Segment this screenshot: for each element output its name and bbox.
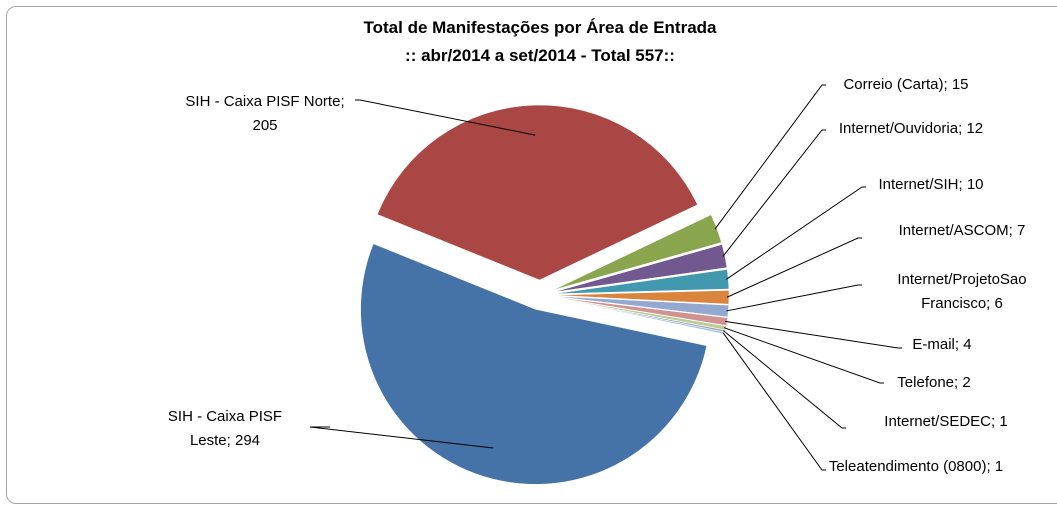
label-name: SIH - Caixa PISF Norte (185, 93, 341, 110)
data-label: Internet/SEDEC1 (846, 410, 1046, 434)
data-label: SIH - Caixa PISF Leste294 (150, 405, 300, 453)
label-name: Telefone (897, 374, 955, 391)
leader-line (723, 330, 846, 429)
pie-slice (553, 269, 730, 295)
label-value: 1 (986, 458, 1003, 475)
label-value: 6 (986, 295, 1003, 312)
leader-line (723, 327, 884, 384)
label-value: 7 (1009, 222, 1026, 239)
pie-slice (376, 104, 698, 281)
chart-title: Total de Manifestações por Área de Entra… (363, 18, 717, 37)
leader-line (309, 426, 494, 449)
label-name: E-mail (912, 336, 955, 353)
data-label: Telefone2 (884, 371, 984, 395)
pie-slice (553, 290, 730, 305)
label-name: Internet/SIH (878, 176, 959, 193)
data-label: Internet/ProjetoSao Francisco6 (862, 268, 1057, 316)
label-value: 4 (955, 336, 972, 353)
label-value: 12 (958, 120, 983, 137)
leader-line (714, 84, 826, 230)
label-name: Internet/Ouvidoria (838, 120, 959, 137)
data-label: SIH - Caixa PISF Norte205 (180, 90, 350, 138)
pie-slice (553, 244, 728, 293)
label-value: 294 (227, 432, 260, 449)
leader-line (355, 99, 536, 136)
label-name: Correio (Carta) (843, 76, 944, 93)
pie-slice (553, 295, 729, 318)
label-name: Teleatendimento (0800) (828, 458, 987, 475)
pie-slice (553, 297, 726, 335)
leader-line (726, 284, 862, 312)
label-value: 10 (959, 176, 984, 193)
data-label: Internet/Ouvidoria12 (826, 117, 996, 141)
label-value: 15 (944, 76, 969, 93)
chart-frame (6, 6, 1057, 504)
leader-line (726, 237, 862, 298)
chart-subtitle: :: abr/2014 a set/2014 - Total 557:: (405, 46, 675, 65)
data-label: Internet/ASCOM7 (862, 219, 1057, 243)
label-name: Internet/ProjetoSao Francisco (897, 271, 1027, 312)
data-label: E-mail4 (902, 333, 982, 357)
pie-slice (552, 214, 722, 291)
pie-slice (360, 243, 708, 485)
label-name: Internet/ASCOM (898, 222, 1009, 239)
leader-line (722, 332, 826, 471)
data-label: Correio (Carta)15 (826, 73, 986, 97)
leader-line (726, 186, 866, 280)
data-label: Internet/SIH10 (866, 173, 996, 197)
label-name: Internet/SEDEC (884, 413, 992, 430)
label-value: 1 (991, 413, 1008, 430)
data-label: Teleatendimento (0800)1 (826, 455, 1006, 479)
leader-line (725, 320, 902, 349)
label-name: SIH - Caixa PISF Leste (167, 408, 283, 449)
leader-line (722, 129, 826, 257)
label-value: 2 (954, 374, 971, 391)
